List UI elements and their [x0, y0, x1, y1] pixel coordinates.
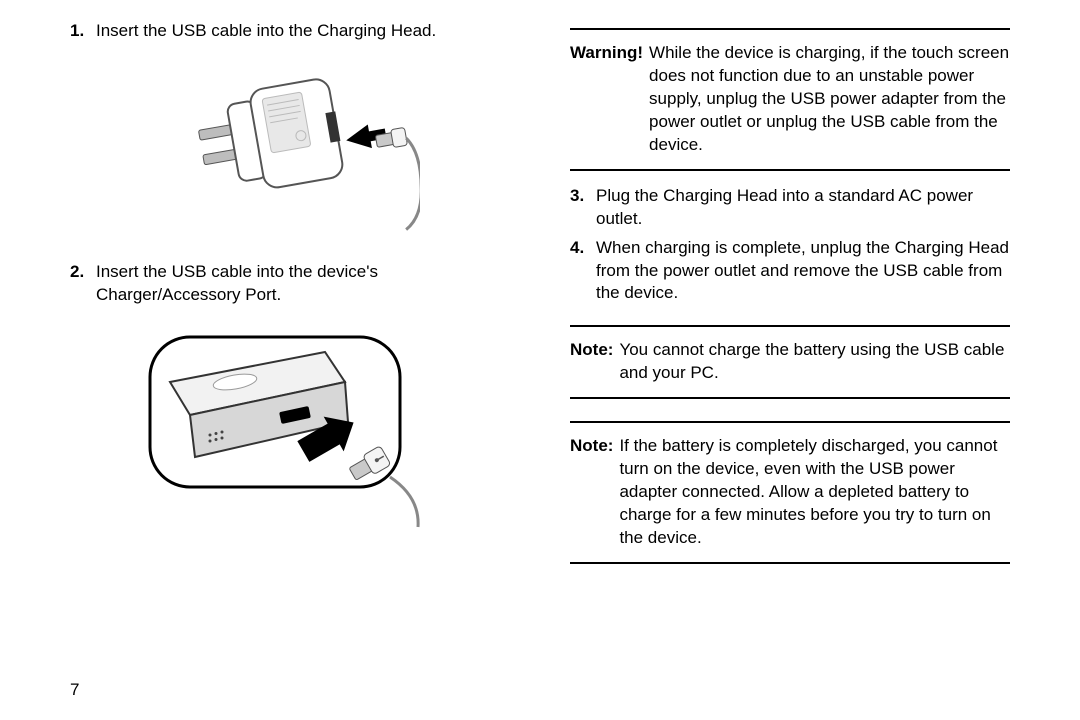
- right-column: Warning! While the device is charging, i…: [540, 20, 1030, 700]
- step-number: 2.: [70, 261, 96, 307]
- figure-charging-head: [70, 63, 510, 233]
- note2-block: Note: If the battery is completely disch…: [570, 435, 1010, 550]
- note-text: You cannot charge the battery using the …: [619, 339, 1010, 385]
- spacer: [570, 407, 1010, 413]
- step-text: Insert the USB cable into the Charging H…: [96, 20, 510, 43]
- rule-before-note2: [570, 421, 1010, 423]
- left-column: 1. Insert the USB cable into the Chargin…: [50, 20, 540, 700]
- step-1: 1. Insert the USB cable into the Chargin…: [70, 20, 510, 43]
- step-2: 2. Insert the USB cable into the device'…: [70, 261, 510, 307]
- warning-text: While the device is charging, if the tou…: [649, 42, 1010, 157]
- figure-device-port: [70, 327, 510, 537]
- note-text: If the battery is completely discharged,…: [619, 435, 1010, 550]
- rule-top: [570, 28, 1010, 30]
- warning-label: Warning!: [570, 42, 649, 157]
- step-number: 1.: [70, 20, 96, 43]
- step-3: 3. Plug the Charging Head into a standar…: [570, 185, 1010, 231]
- device-port-illustration: [140, 327, 440, 537]
- rule-after-note2: [570, 562, 1010, 564]
- step-number: 4.: [570, 237, 596, 306]
- page-number: 7: [70, 670, 510, 700]
- rule-after-note1: [570, 397, 1010, 399]
- step-text: When charging is complete, unplug the Ch…: [596, 237, 1010, 306]
- note1-block: Note: You cannot charge the battery usin…: [570, 339, 1010, 385]
- rule-after-warning: [570, 169, 1010, 171]
- charger-illustration: [160, 63, 420, 233]
- note-label: Note:: [570, 339, 619, 385]
- note-label: Note:: [570, 435, 619, 550]
- step-4: 4. When charging is complete, unplug the…: [570, 237, 1010, 306]
- step-text: Insert the USB cable into the device's C…: [96, 261, 510, 307]
- step-text: Plug the Charging Head into a standard A…: [596, 185, 1010, 231]
- rule-before-note1: [570, 325, 1010, 327]
- spacer: [570, 311, 1010, 317]
- manual-page: 1. Insert the USB cable into the Chargin…: [0, 0, 1080, 720]
- warning-block: Warning! While the device is charging, i…: [570, 42, 1010, 157]
- step-number: 3.: [570, 185, 596, 231]
